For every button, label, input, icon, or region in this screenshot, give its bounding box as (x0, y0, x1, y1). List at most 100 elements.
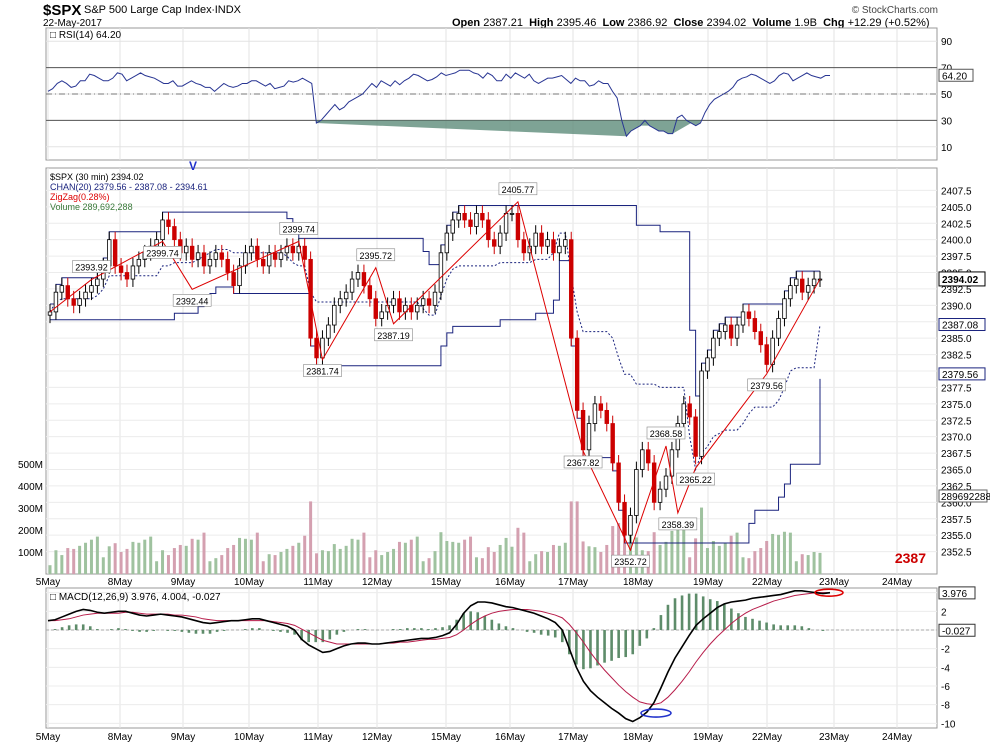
panel-frame-macd (45, 587, 938, 729)
volume-bar (504, 537, 508, 574)
volume-bar (605, 544, 609, 574)
pivot-label-text: 2399.74 (282, 224, 315, 234)
candle-body (201, 252, 207, 267)
macd-line (47, 589, 831, 723)
macd-hist-bar (138, 630, 141, 632)
macd-hist-bar (779, 625, 782, 630)
last-price-value: 2394.02 (942, 275, 979, 286)
volume-bar (806, 555, 810, 574)
volume-bar (166, 555, 170, 574)
pivot-label: 2367.82 (563, 455, 603, 469)
candle-body (663, 475, 669, 490)
price-x-label: 22May (752, 577, 782, 588)
pivot-label-text: 2387.19 (377, 331, 410, 341)
macd-hist-bar (293, 630, 296, 635)
candle-body (646, 449, 651, 464)
volume-bar (480, 558, 484, 574)
macd-x-label: 10May (234, 732, 264, 743)
ohlc-bar: Open 2387.21 High 2395.46 Low 2386.92 Cl… (452, 17, 930, 29)
pivot-label: 2405.77 (498, 182, 538, 196)
volume-bar (279, 552, 283, 574)
high-value: 2395.46 (556, 17, 597, 29)
candle-body (332, 304, 337, 326)
price-tick-label: 2392.5 (941, 285, 972, 296)
volume-bar (800, 554, 804, 574)
candle-body (83, 291, 88, 300)
pivot-label-text: 2358.39 (662, 520, 695, 530)
candle-body (195, 252, 201, 260)
candle-body (651, 462, 657, 503)
macd-x-label: 23May (819, 732, 849, 743)
candle-body (462, 212, 467, 221)
candle-body (53, 291, 59, 313)
volume-bar (623, 523, 627, 574)
volume-bar (273, 555, 277, 574)
macd-hist-bar (427, 629, 430, 630)
volume-bar (463, 539, 467, 574)
volume-bar (498, 544, 502, 574)
volume-value: 1.9B (794, 17, 817, 29)
macd-hist-bar (589, 630, 592, 669)
candle-body (373, 298, 378, 319)
pivot-label-box (72, 260, 111, 273)
volume-bar (72, 548, 76, 574)
volume-bar (172, 548, 176, 574)
macd-hist-bar (60, 627, 64, 630)
price-tick-label: 2362.5 (941, 482, 972, 493)
volume-bar (439, 532, 443, 574)
candle-body (420, 298, 426, 306)
macd-hist-bar (222, 630, 226, 631)
candle-body (166, 219, 171, 227)
macd-hist-bar (568, 630, 571, 655)
pivot-label-text: 2392.44 (176, 296, 209, 306)
price-x-label: 5May (36, 577, 60, 588)
pivot-label: 2395.72 (356, 248, 396, 262)
candle-body (734, 324, 740, 339)
candle-body (580, 409, 586, 451)
macd-hist-bar (166, 630, 170, 631)
volume-bar (285, 548, 289, 574)
candle-body (432, 291, 438, 306)
candle-body (438, 252, 444, 293)
macd-hist-bar (398, 629, 402, 630)
channel-value-label: 2387.08 (942, 321, 979, 332)
macd-hist-bar (701, 596, 705, 630)
macd-hist-bar (434, 628, 437, 630)
volume-bar (812, 552, 816, 574)
macd-last-box (938, 586, 976, 600)
macd-hist-bar (539, 630, 543, 635)
macd-hist-bar (560, 630, 564, 643)
pivot-label-box (747, 378, 786, 392)
candle-body (349, 278, 355, 293)
macd-hist-bar (603, 630, 606, 663)
macd-hist-bar (405, 628, 409, 630)
pivot-label-box (172, 294, 212, 307)
macd-tick-label: 2 (941, 607, 947, 618)
volume-bar (309, 501, 313, 574)
volume-bar (676, 527, 680, 574)
macd-hist-bar (194, 630, 198, 634)
price-tick-label: 2370.0 (941, 433, 972, 444)
close-label: Close (673, 17, 704, 29)
macd-x-label: 5May (36, 732, 60, 743)
volume-bar (220, 555, 224, 574)
macd-hist-bar (187, 630, 191, 633)
candle-body (723, 324, 728, 332)
candle-body (77, 298, 82, 306)
close-value: 2394.02 (706, 17, 747, 29)
macd-tick-label: -10 (941, 719, 956, 730)
macd-hist-bar (659, 615, 663, 630)
candle-body (509, 212, 515, 215)
candle-body (59, 285, 65, 293)
volume-bar (433, 551, 437, 574)
pivot-label-box (676, 472, 715, 486)
macd-hist-bar (730, 608, 733, 630)
pivot-label-box (646, 426, 686, 440)
candle-body (474, 212, 479, 227)
volume-bar (60, 555, 64, 574)
candle-body (130, 265, 136, 280)
candle-body (752, 318, 758, 333)
price-x-label: 18May (623, 577, 653, 588)
pivot-label-text: 2379.56 (750, 381, 783, 391)
